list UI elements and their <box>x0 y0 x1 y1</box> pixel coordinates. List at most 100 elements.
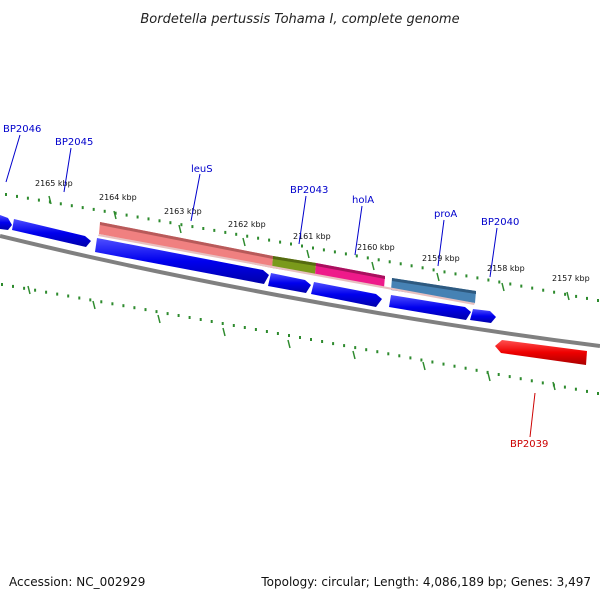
minor-tick <box>16 194 18 198</box>
bp2043-feature-bar-top <box>273 256 316 266</box>
gene-label-leus[interactable]: leuS <box>191 164 213 175</box>
gene-label-bp2043[interactable]: BP2043 <box>290 185 328 196</box>
minor-tick <box>147 217 150 221</box>
tick-labels: 2165 kbp 2164 kbp 2163 kbp 2162 kbp 2161… <box>35 179 590 283</box>
minor-tick <box>563 385 566 389</box>
tick-label: 2161 kbp <box>293 232 331 241</box>
leader-line <box>489 227 498 278</box>
cds-arrow-bp2043[interactable] <box>268 273 311 293</box>
cds-arrow-proa[interactable] <box>389 295 471 320</box>
tick-label: 2157 kbp <box>552 274 590 283</box>
minor-tick <box>321 340 324 343</box>
minor-tick <box>497 373 500 376</box>
gene-label-proa[interactable]: proA <box>434 209 457 220</box>
gene-label-bp2045[interactable]: BP2045 <box>55 137 93 148</box>
minor-tick <box>12 284 14 288</box>
minor-tick <box>597 392 599 395</box>
minor-tick <box>420 358 423 362</box>
minor-tick <box>464 366 467 370</box>
minor-tick <box>45 290 48 294</box>
minor-tick <box>409 356 412 360</box>
minor-tick <box>344 252 347 256</box>
tick-label: 2163 kbp <box>164 207 202 216</box>
tick-label: 2158 kbp <box>487 264 525 273</box>
feature-track <box>98 222 476 305</box>
minor-tick <box>1 283 3 286</box>
major-tick <box>92 300 96 310</box>
minor-tick <box>597 299 599 302</box>
minor-tick <box>155 310 158 314</box>
minor-tick <box>81 206 84 210</box>
minor-tick <box>310 338 312 341</box>
minor-tick <box>100 300 103 304</box>
cds-arrow-bp2040[interactable] <box>470 309 496 323</box>
minor-tick <box>322 248 325 252</box>
cds-arrow-bp2045[interactable] <box>12 219 91 247</box>
minor-tick <box>37 198 40 202</box>
gene-labels: BP2046 BP2045 leuS BP2043 holA proA BP20… <box>3 124 548 450</box>
minor-tick <box>191 225 194 229</box>
gene-label-bp2039[interactable]: BP2039 <box>510 439 548 450</box>
major-tick <box>178 224 182 234</box>
minor-tick <box>531 286 534 290</box>
minor-tick <box>166 312 169 316</box>
minor-tick <box>586 296 588 300</box>
bp2043-feature-bar[interactable] <box>272 256 316 275</box>
minor-tick <box>133 306 136 310</box>
genome-summary-text: Topology: circular; Length: 4,086,189 bp… <box>260 575 591 589</box>
minor-tick <box>508 375 511 379</box>
minor-tick <box>158 219 161 223</box>
minor-tick <box>210 320 213 323</box>
minor-tick <box>257 236 260 240</box>
minor-tick <box>202 227 205 230</box>
minor-tick <box>56 292 59 296</box>
minor-tick <box>288 334 290 337</box>
minor-tick <box>103 209 106 213</box>
minor-tick <box>443 270 446 274</box>
tick-label: 2160 kbp <box>357 243 395 252</box>
major-tick <box>287 339 291 349</box>
minor-tick <box>332 342 335 346</box>
leus-feature-bar-top <box>100 222 273 259</box>
minor-tick <box>520 284 523 288</box>
gene-label-bp2040[interactable]: BP2040 <box>481 217 519 228</box>
major-tick <box>501 282 505 292</box>
minor-tick <box>265 330 268 333</box>
minor-tick <box>355 254 358 258</box>
minor-tick <box>23 286 26 290</box>
hola-feature-bar[interactable] <box>315 263 385 288</box>
cds-arrow-bp2046[interactable] <box>0 215 12 230</box>
gene-label-bp2046[interactable]: BP2046 <box>3 124 41 135</box>
leader-line <box>298 195 307 245</box>
minor-tick <box>199 318 202 321</box>
minor-tick <box>475 368 478 372</box>
major-tick <box>242 237 246 247</box>
minor-tick <box>398 354 401 358</box>
minor-tick <box>486 370 489 374</box>
minor-tick <box>70 204 73 208</box>
gene-label-hola[interactable]: holA <box>352 195 374 206</box>
minor-tick <box>34 288 37 292</box>
minor-tick <box>89 298 92 302</box>
feature-bar-underline <box>98 234 475 305</box>
minor-tick <box>432 268 435 272</box>
leus-feature-bar[interactable] <box>99 222 273 268</box>
cds-arrow-bp2039[interactable] <box>495 340 587 365</box>
cds-arrow-hola[interactable] <box>311 282 382 307</box>
minor-tick <box>213 228 216 232</box>
major-tick <box>422 361 426 371</box>
major-tick <box>113 210 117 220</box>
minor-tick <box>487 278 490 282</box>
minor-tick <box>586 389 588 393</box>
minor-tick <box>232 324 235 327</box>
genome-backbone <box>0 234 600 348</box>
tick-label: 2162 kbp <box>228 220 266 229</box>
minor-tick <box>268 238 271 242</box>
proa-feature-bar[interactable] <box>391 278 476 303</box>
minor-tick <box>377 258 380 262</box>
minor-tick <box>442 362 445 366</box>
forward-cds-track <box>0 215 496 323</box>
cds-arrow-leus[interactable] <box>95 238 269 284</box>
major-tick <box>157 314 161 324</box>
